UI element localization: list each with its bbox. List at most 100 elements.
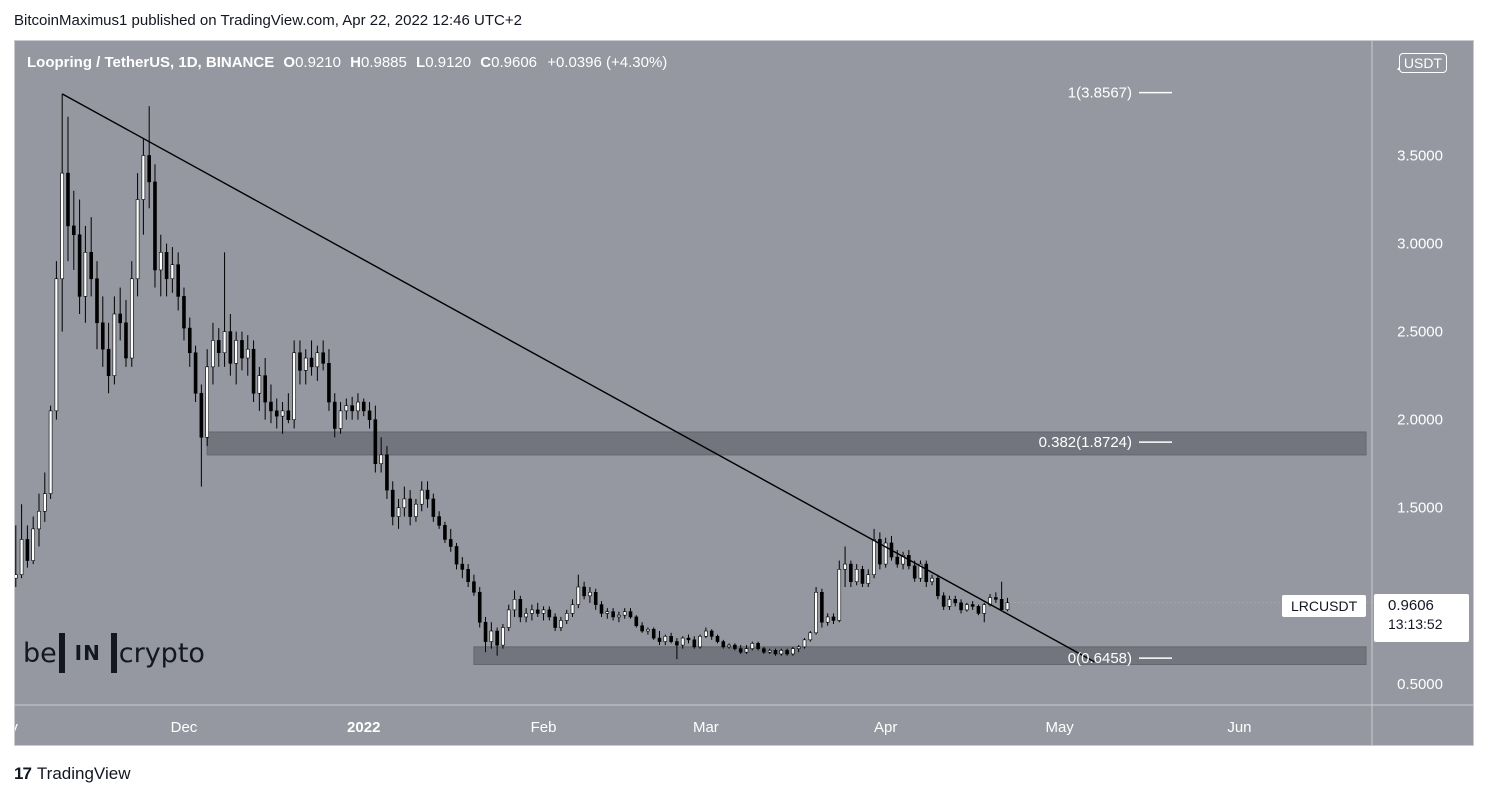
candle-bearish <box>472 581 476 593</box>
legend-close-value: 0.9606 <box>491 54 538 71</box>
candle-bullish <box>501 627 505 646</box>
tradingview-footer: 17 TradingView <box>14 764 130 784</box>
candle-bearish <box>216 340 221 354</box>
candle-bearish <box>321 352 325 364</box>
candle-bearish <box>553 616 557 628</box>
candle-bullish <box>19 539 24 575</box>
candle-bearish <box>941 595 946 607</box>
logo-mark: IN <box>58 633 117 673</box>
bar-countdown: 13:13:52 <box>1388 616 1443 632</box>
candle-bearish <box>733 644 737 649</box>
candle-bearish <box>518 599 523 618</box>
candle-bearish <box>640 625 644 632</box>
candle-bullish <box>158 252 163 271</box>
candle-bullish <box>419 489 424 505</box>
candle-bearish <box>924 563 929 583</box>
candle-bearish <box>820 591 824 623</box>
candle-bearish <box>999 599 1004 611</box>
candle-bullish <box>663 636 668 642</box>
candle-bearish <box>448 539 453 547</box>
time-axis-tick-label: May <box>1045 719 1074 736</box>
candle-bullish <box>170 264 175 280</box>
time-axis-tick-label: Apr <box>874 719 897 736</box>
candle-bullish <box>234 340 238 364</box>
candle-bearish <box>425 489 430 500</box>
price-axis-tick-label: 2.5000 <box>1397 324 1443 341</box>
candle-bullish <box>617 614 621 618</box>
candle-bearish <box>100 322 105 350</box>
time-axis-tick-label: ov <box>15 719 18 736</box>
fib-level-label: 0(0.6458) <box>1068 650 1132 667</box>
candle-bearish <box>466 569 470 583</box>
candle-bearish <box>124 322 128 359</box>
candle-bullish <box>704 630 708 637</box>
fib-level-label: 1(3.8567) <box>1068 85 1132 102</box>
candle-bearish <box>611 611 615 618</box>
legend-title: Loopring / TetherUS, 1D, BINANCE <box>27 54 275 71</box>
beincrypto-logo: be IN crypto <box>23 633 205 673</box>
candle-bullish <box>257 375 262 394</box>
candle-bullish <box>54 278 59 412</box>
candle-bearish <box>332 401 337 429</box>
candle-bearish <box>953 599 958 604</box>
candle-bearish <box>582 586 586 597</box>
candle-bearish <box>164 252 169 280</box>
candle-bearish <box>454 546 459 565</box>
price-axis-tick-label: 3.5000 <box>1397 147 1443 164</box>
candle-bullish <box>559 620 563 628</box>
candle-bullish <box>512 599 517 611</box>
candle-bullish <box>588 591 592 597</box>
candle-bullish <box>791 648 795 655</box>
price-axis-tick-label: 1.5000 <box>1397 500 1443 517</box>
candle-bearish <box>634 616 639 627</box>
candle-bullish <box>205 366 209 438</box>
logo-text-left: be <box>23 637 57 669</box>
currency-badge[interactable]: USDT <box>1398 53 1447 73</box>
candle-bullish <box>866 574 871 584</box>
candle-bullish <box>83 252 88 297</box>
candle-bearish <box>785 650 789 655</box>
candle-bullish <box>564 613 569 621</box>
candle-bearish <box>675 641 679 646</box>
legend-high-label: H <box>350 54 361 71</box>
candle-bearish <box>860 569 865 584</box>
candle-bullish <box>808 632 813 641</box>
candle-bullish <box>605 611 610 614</box>
candle-bullish <box>506 609 511 628</box>
chart-pane[interactable]: 1(3.8567)0.382(1.8724)0(0.6458)4.00003.5… <box>14 40 1474 746</box>
legend-low-value: 0.9120 <box>425 54 472 71</box>
tradingview-logo-icon: 17 <box>14 764 32 783</box>
candle-bearish <box>385 454 389 491</box>
candle-bearish <box>228 331 233 364</box>
candle-bullish <box>48 410 53 494</box>
candlestick-chart[interactable]: 1(3.8567)0.382(1.8724)0(0.6458)4.00003.5… <box>15 41 1473 745</box>
candle-bullish <box>402 498 407 509</box>
candle-bearish <box>25 539 30 561</box>
candle-bullish <box>414 503 418 517</box>
candle-bullish <box>947 599 952 607</box>
candle-bullish <box>767 650 772 653</box>
candle-bullish <box>930 577 934 583</box>
candle-bearish <box>147 155 151 183</box>
candle-bullish <box>303 357 308 371</box>
candle-bearish <box>878 539 882 565</box>
candle-bullish <box>622 611 627 616</box>
candle-bullish <box>680 637 685 646</box>
candle-bearish <box>994 597 998 600</box>
legend-low-label: L <box>416 54 426 71</box>
candle-bullish <box>779 650 784 655</box>
candle-bearish <box>176 264 180 297</box>
candle-bearish <box>71 225 76 236</box>
candle-bullish <box>245 348 250 359</box>
candle-bearish <box>309 357 314 368</box>
candle-bearish <box>686 637 691 641</box>
candle-bearish <box>182 296 186 329</box>
descending-trendline <box>61 93 1095 663</box>
last-price-value: 0.9606 <box>1388 597 1434 614</box>
candle-bearish <box>106 348 111 376</box>
candle-bearish <box>970 604 975 607</box>
candle-bearish <box>715 636 720 642</box>
candle-bearish <box>373 419 378 465</box>
candle-bullish <box>280 410 285 417</box>
candle-bullish <box>489 630 494 642</box>
